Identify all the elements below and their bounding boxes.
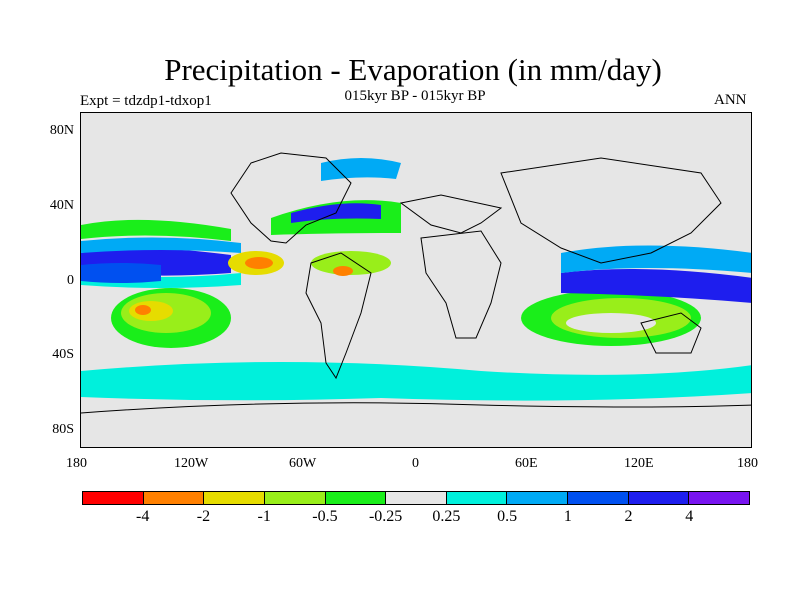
x-tick-label: 120W <box>174 456 209 471</box>
contour-fills <box>81 158 751 401</box>
colorbar-label: -2 <box>196 508 211 525</box>
colorbar-label: 4 <box>685 508 694 525</box>
africa-coast <box>420 230 502 339</box>
colorbar-box <box>83 492 144 504</box>
contour-patch <box>311 251 391 275</box>
colorbar-box <box>628 492 690 504</box>
colorbar-label: 2 <box>624 508 633 525</box>
asia-coast <box>500 157 722 264</box>
map-panel <box>80 112 752 448</box>
north-america-coast <box>230 152 352 244</box>
y-tick-label: 0 <box>67 273 74 288</box>
colorbar-label: 0.25 <box>432 508 461 525</box>
colorbar-box <box>689 492 750 504</box>
colorbar-box <box>204 492 265 504</box>
colorbar-label: 1 <box>563 508 572 525</box>
contour-patch <box>81 219 231 241</box>
contour-patch <box>81 362 751 401</box>
contour-patch <box>81 237 241 253</box>
colorbar-label: -1 <box>257 508 271 525</box>
y-tick-label: 40S <box>52 347 74 362</box>
colorbar <box>82 491 750 505</box>
colorbar-box <box>386 492 447 504</box>
colorbar-label: 0.5 <box>497 508 518 525</box>
y-tick-label: 40N <box>49 198 74 213</box>
x-tick-label: 180 <box>737 456 758 471</box>
antarctica-coast <box>81 402 751 414</box>
europe-coast <box>399 194 503 234</box>
contour-patch <box>321 158 401 181</box>
australia-coast <box>640 312 702 354</box>
contour-patch <box>135 305 151 315</box>
chart-subtitle: 015kyr BP - 015kyr BP <box>344 88 486 104</box>
colorbar-label: -4 <box>136 508 150 525</box>
south-america-coast <box>305 252 372 380</box>
colorbar-box <box>143 492 205 504</box>
experiment-label: Expt = tdzdp1-tdxop1 <box>80 93 212 109</box>
chart-title: Precipitation - Evaporation (in mm/day) <box>164 52 662 87</box>
colorbar-box <box>568 492 629 504</box>
x-tick-label: 60E <box>515 456 538 471</box>
season-label: ANN <box>714 92 747 108</box>
colorbar-label: -0.5 <box>312 508 338 525</box>
contour-patch <box>561 269 751 303</box>
colorbar-label: -0.25 <box>368 508 403 525</box>
y-tick-label: 80S <box>52 422 74 437</box>
x-tick-label: 60W <box>289 456 317 471</box>
map-canvas <box>81 152 751 414</box>
contour-patch <box>245 257 273 269</box>
colorbar-box <box>325 492 387 504</box>
x-tick-label: 180 <box>66 456 87 471</box>
x-tick-label: 120E <box>624 456 654 471</box>
colorbar-box <box>446 492 508 504</box>
contour-patch <box>81 263 161 283</box>
y-tick-label: 80N <box>49 123 74 138</box>
contour-patch <box>566 313 656 333</box>
colorbar-box <box>264 492 326 504</box>
coastlines <box>81 152 751 414</box>
colorbar-box <box>507 492 569 504</box>
contour-patch <box>561 245 751 273</box>
contour-patch <box>333 266 353 276</box>
x-tick-label: 0 <box>412 456 419 471</box>
